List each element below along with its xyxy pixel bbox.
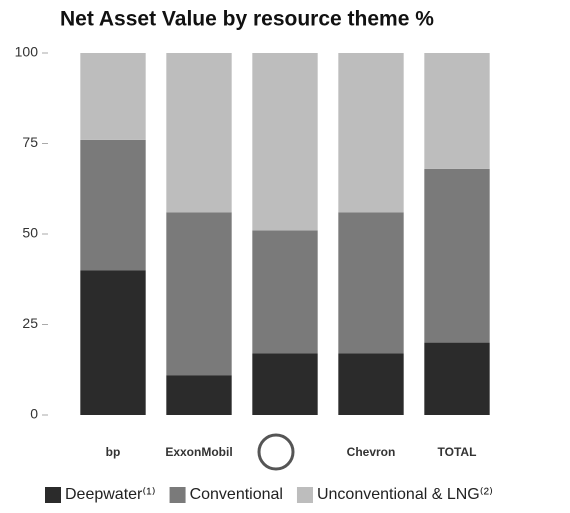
bar-segment <box>424 342 490 415</box>
x-tick-label: TOTAL <box>438 445 477 459</box>
chart-title: Net Asset Value by resource theme % <box>60 8 434 31</box>
legend-swatch <box>296 487 313 503</box>
y-tick-label: 75 <box>22 134 38 150</box>
y-tick-label: 100 <box>15 44 39 60</box>
bar-segment <box>338 53 404 213</box>
x-tick-label: Chevron <box>347 445 396 459</box>
legend-swatch <box>45 487 61 503</box>
bar-segment <box>338 212 404 354</box>
legend-label: Unconventional & LNG⁽²⁾ <box>317 486 493 503</box>
bar-segment <box>252 353 318 415</box>
bar-segment <box>338 353 404 415</box>
bar-segment <box>166 53 232 213</box>
y-tick-label: 50 <box>22 225 38 241</box>
x-tick-label: bp <box>106 445 121 459</box>
bar-segment <box>80 139 146 271</box>
x-tick-label: ExxonMobil <box>165 445 232 459</box>
legend-swatch <box>169 487 186 503</box>
bar-segment <box>80 270 146 415</box>
bar-segment <box>80 53 146 140</box>
bar-segment <box>252 53 318 231</box>
legend-label: Conventional <box>190 486 283 503</box>
y-tick-label: 25 <box>22 315 38 331</box>
bar-segment <box>166 212 232 376</box>
bar-segment <box>424 168 490 343</box>
shell-logo <box>257 433 295 471</box>
bar-segment <box>166 375 232 415</box>
bar-segment <box>424 53 490 169</box>
bar-segment <box>252 230 318 354</box>
legend-label: Deepwater⁽¹⁾ <box>65 486 156 503</box>
y-tick-label: 0 <box>30 406 38 422</box>
